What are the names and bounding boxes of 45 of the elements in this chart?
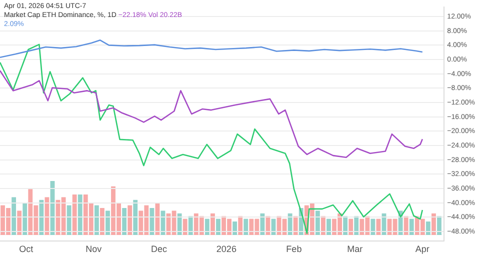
- bar: [122, 208, 127, 235]
- x-tick-label: Dec: [150, 244, 168, 254]
- bar: [78, 194, 82, 235]
- bar: [354, 216, 359, 235]
- bar: [66, 205, 72, 235]
- bar: [409, 218, 414, 235]
- bar: [343, 216, 348, 235]
- bar: [232, 222, 238, 235]
- bar: [204, 218, 210, 235]
- bar: [432, 213, 436, 235]
- x-tick-label: Nov: [86, 244, 102, 254]
- bar: [404, 216, 408, 235]
- x-tick-label: Oct: [19, 244, 34, 254]
- bar: [426, 222, 430, 235]
- x-tick-label: Apr: [415, 244, 430, 254]
- x-tick-label: Feb: [286, 244, 302, 254]
- bar: [238, 216, 243, 235]
- bar: [315, 210, 320, 235]
- bar: [39, 200, 44, 235]
- bar: [100, 208, 104, 235]
- bar: [12, 197, 16, 235]
- bar: [94, 205, 99, 235]
- bar: [22, 202, 28, 235]
- x-tick-label: 2026: [216, 244, 236, 254]
- x-tick-label: Mar: [347, 244, 363, 254]
- bar: [72, 194, 77, 235]
- bar: [260, 213, 265, 235]
- bar: [370, 218, 376, 235]
- bar: [177, 213, 182, 235]
- bar: [128, 205, 132, 235]
- bar: [321, 216, 326, 235]
- bar: [150, 208, 154, 235]
- bar: [182, 218, 188, 235]
- bar: [133, 200, 138, 235]
- bar: [326, 218, 331, 235]
- bar: [210, 213, 215, 235]
- bar: [437, 216, 442, 235]
- bar: [17, 210, 22, 235]
- bar: [293, 216, 298, 235]
- bar: [106, 210, 110, 235]
- bar: [188, 216, 193, 235]
- bar: [216, 218, 220, 235]
- bar: [244, 218, 248, 235]
- bar: [348, 218, 354, 235]
- bar: [288, 213, 292, 235]
